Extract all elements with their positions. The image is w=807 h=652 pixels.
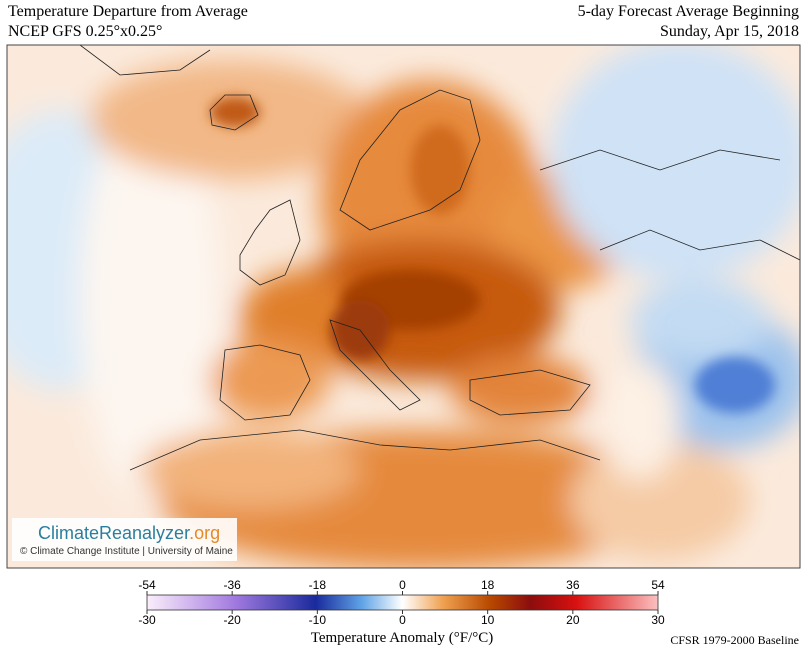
logo-name: ClimateReanalyzer bbox=[38, 523, 190, 543]
subtitle: NCEP GFS 0.25°x0.25° bbox=[8, 23, 162, 40]
logo-box bbox=[12, 518, 237, 561]
f-tick-label: 18 bbox=[481, 578, 495, 592]
c-tick-label: 10 bbox=[481, 613, 495, 627]
baseline: CFSR 1979-2000 Baseline bbox=[670, 633, 799, 647]
c-tick-label: -10 bbox=[309, 613, 327, 627]
f-tick-label: 36 bbox=[566, 578, 580, 592]
title: Temperature Departure from Average bbox=[8, 3, 248, 20]
f-tick-label: 0 bbox=[399, 578, 406, 592]
anomaly-map bbox=[7, 45, 800, 568]
c-tick-label: 20 bbox=[566, 613, 580, 627]
colorbar-label: Temperature Anomaly (°F/°C) bbox=[311, 630, 494, 646]
f-tick-label: -18 bbox=[309, 578, 327, 592]
logo-domain: .org bbox=[189, 523, 220, 543]
map-frame bbox=[6, 44, 801, 569]
c-tick-label: 0 bbox=[399, 613, 406, 627]
colorbar bbox=[146, 594, 659, 611]
f-tick-label: -54 bbox=[138, 578, 156, 592]
forecast-date: Sunday, Apr 15, 2018 bbox=[660, 23, 799, 40]
c-tick-label: 30 bbox=[651, 613, 665, 627]
c-tick-label: -30 bbox=[138, 613, 156, 627]
f-tick-label: -36 bbox=[223, 578, 241, 592]
f-tick-label: 54 bbox=[651, 578, 665, 592]
logo: ClimateReanalyzer.org bbox=[38, 523, 220, 543]
logo-credit: © Climate Change Institute | University … bbox=[20, 546, 233, 557]
c-tick-label: -20 bbox=[223, 613, 241, 627]
forecast-title: 5-day Forecast Average Beginning bbox=[578, 3, 799, 20]
